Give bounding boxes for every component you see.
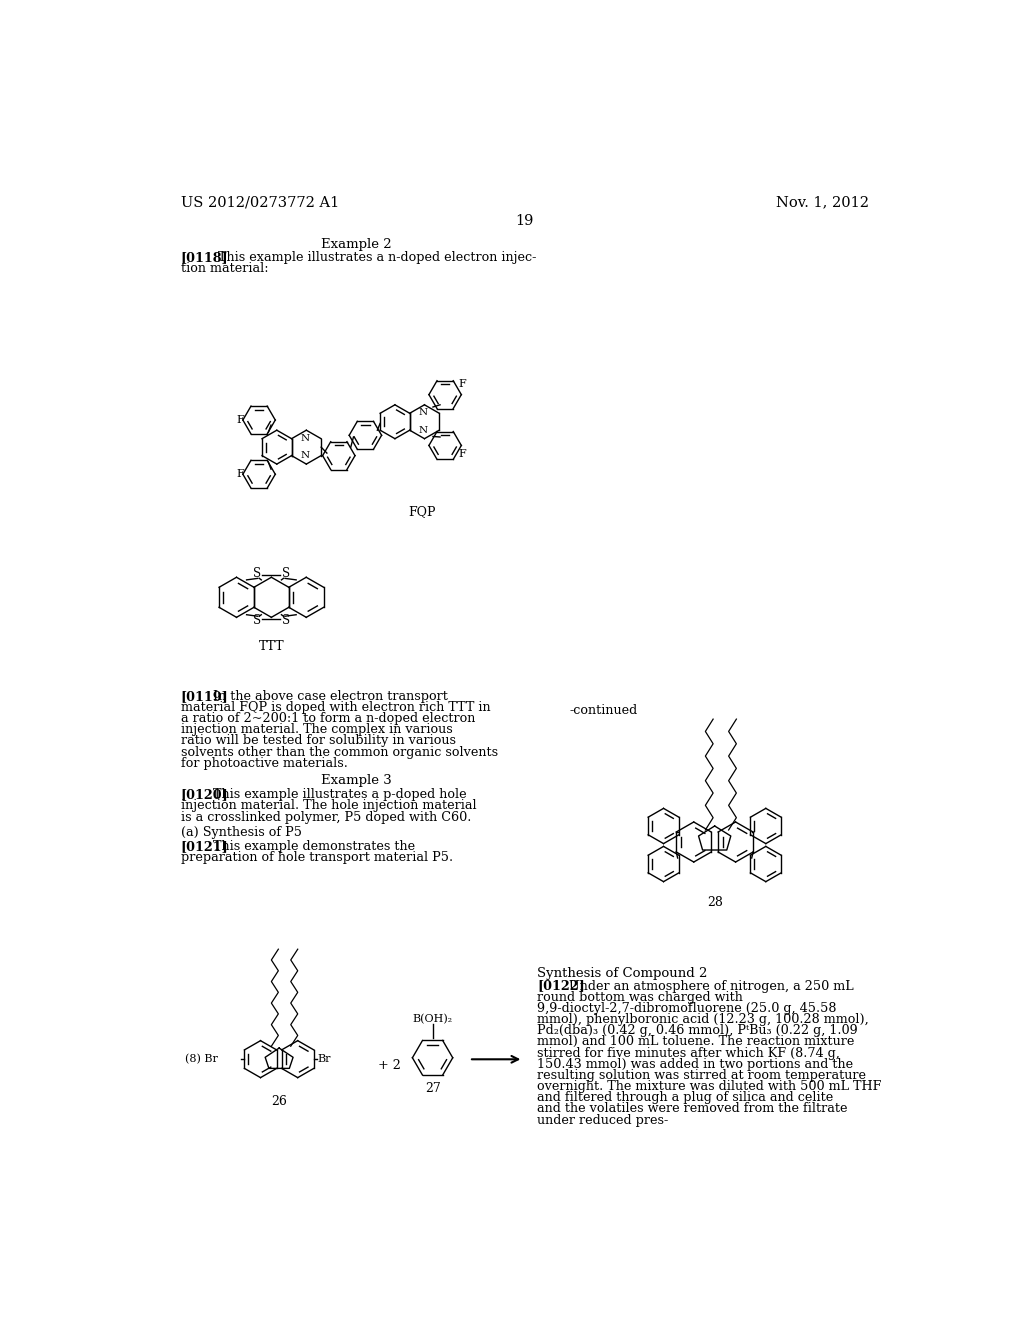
Text: ratio will be tested for solubility in various: ratio will be tested for solubility in v… <box>180 734 456 747</box>
Text: round bottom was charged with: round bottom was charged with <box>538 991 743 1003</box>
Text: + 2: + 2 <box>378 1059 400 1072</box>
Text: (a) Synthesis of P5: (a) Synthesis of P5 <box>180 825 302 838</box>
Text: F: F <box>459 449 466 459</box>
Text: resulting solution was stirred at room temperature: resulting solution was stirred at room t… <box>538 1069 866 1082</box>
Text: 26: 26 <box>271 1094 287 1107</box>
Text: N: N <box>419 408 427 417</box>
Text: S: S <box>253 614 261 627</box>
Text: N: N <box>300 434 309 442</box>
Text: Example 3: Example 3 <box>322 774 392 787</box>
Text: and the volatiles were removed from the filtrate: and the volatiles were removed from the … <box>538 1102 848 1115</box>
Text: for photoactive materials.: for photoactive materials. <box>180 756 347 770</box>
Text: [0119]: [0119] <box>180 689 228 702</box>
Text: -continued: -continued <box>569 704 638 717</box>
Text: solvents other than the common organic solvents: solvents other than the common organic s… <box>180 746 498 759</box>
Text: a ratio of 2~200:1 to form a n-doped electron: a ratio of 2~200:1 to form a n-doped ele… <box>180 711 475 725</box>
Text: [0120]: [0120] <box>180 788 228 801</box>
Text: In the above case electron transport: In the above case electron transport <box>209 689 447 702</box>
Text: under reduced pres-: under reduced pres- <box>538 1114 669 1126</box>
Text: and filtered through a plug of silica and celite: and filtered through a plug of silica an… <box>538 1092 834 1105</box>
Text: Pd₂(dba)₃ (0.42 g, 0.46 mmol), PᵗBu₃ (0.22 g, 1.09: Pd₂(dba)₃ (0.42 g, 0.46 mmol), PᵗBu₃ (0.… <box>538 1024 858 1038</box>
Text: B(OH)₂: B(OH)₂ <box>413 1014 453 1024</box>
Text: S: S <box>282 568 290 581</box>
Text: N: N <box>419 426 427 436</box>
Text: F: F <box>237 414 244 425</box>
Text: 28: 28 <box>707 896 723 909</box>
Text: This example demonstrates the: This example demonstrates the <box>209 840 415 853</box>
Text: TTT: TTT <box>259 640 285 653</box>
Text: 27: 27 <box>425 1082 440 1096</box>
Text: 9,9-dioctyl-2,7-dibromofluorene (25.0 g, 45.58: 9,9-dioctyl-2,7-dibromofluorene (25.0 g,… <box>538 1002 837 1015</box>
Text: N: N <box>300 451 309 461</box>
Text: This example illustrates a n-doped electron injec-: This example illustrates a n-doped elect… <box>210 251 537 264</box>
Text: Br: Br <box>317 1055 332 1064</box>
Text: tion material:: tion material: <box>180 261 268 275</box>
Text: (8) Br: (8) Br <box>185 1053 218 1064</box>
Text: FQP: FQP <box>409 506 436 517</box>
Text: Nov. 1, 2012: Nov. 1, 2012 <box>776 195 869 210</box>
Text: This example illustrates a p-doped hole: This example illustrates a p-doped hole <box>209 788 466 801</box>
Text: S: S <box>282 614 290 627</box>
Text: mmol), phenylboronic acid (12.23 g, 100.28 mmol),: mmol), phenylboronic acid (12.23 g, 100.… <box>538 1014 869 1026</box>
Text: Under an atmosphere of nitrogen, a 250 mL: Under an atmosphere of nitrogen, a 250 m… <box>565 979 854 993</box>
Text: [0121]: [0121] <box>180 840 228 853</box>
Text: [0118]: [0118] <box>180 251 228 264</box>
Text: overnight. The mixture was diluted with 500 mL THF: overnight. The mixture was diluted with … <box>538 1080 882 1093</box>
Text: US 2012/0273772 A1: US 2012/0273772 A1 <box>180 195 339 210</box>
Text: is a crosslinked polymer, P5 doped with C60.: is a crosslinked polymer, P5 doped with … <box>180 810 471 824</box>
Text: 150.43 mmol) was added in two portions and the: 150.43 mmol) was added in two portions a… <box>538 1057 853 1071</box>
Text: injection material. The hole injection material: injection material. The hole injection m… <box>180 800 476 812</box>
Text: [0122]: [0122] <box>538 979 585 993</box>
Text: stirred for five minutes after which KF (8.74 g,: stirred for five minutes after which KF … <box>538 1047 840 1060</box>
Text: Example 2: Example 2 <box>322 239 392 252</box>
Text: material FQP is doped with electron rich TTT in: material FQP is doped with electron rich… <box>180 701 490 714</box>
Text: S: S <box>253 568 261 581</box>
Text: 19: 19 <box>516 214 534 228</box>
Text: F: F <box>459 379 466 389</box>
Text: mmol) and 100 mL toluene. The reaction mixture: mmol) and 100 mL toluene. The reaction m… <box>538 1035 855 1048</box>
Text: injection material. The complex in various: injection material. The complex in vario… <box>180 723 453 737</box>
Text: F: F <box>237 469 244 479</box>
Text: preparation of hole transport material P5.: preparation of hole transport material P… <box>180 851 453 865</box>
Text: Synthesis of Compound 2: Synthesis of Compound 2 <box>538 966 708 979</box>
